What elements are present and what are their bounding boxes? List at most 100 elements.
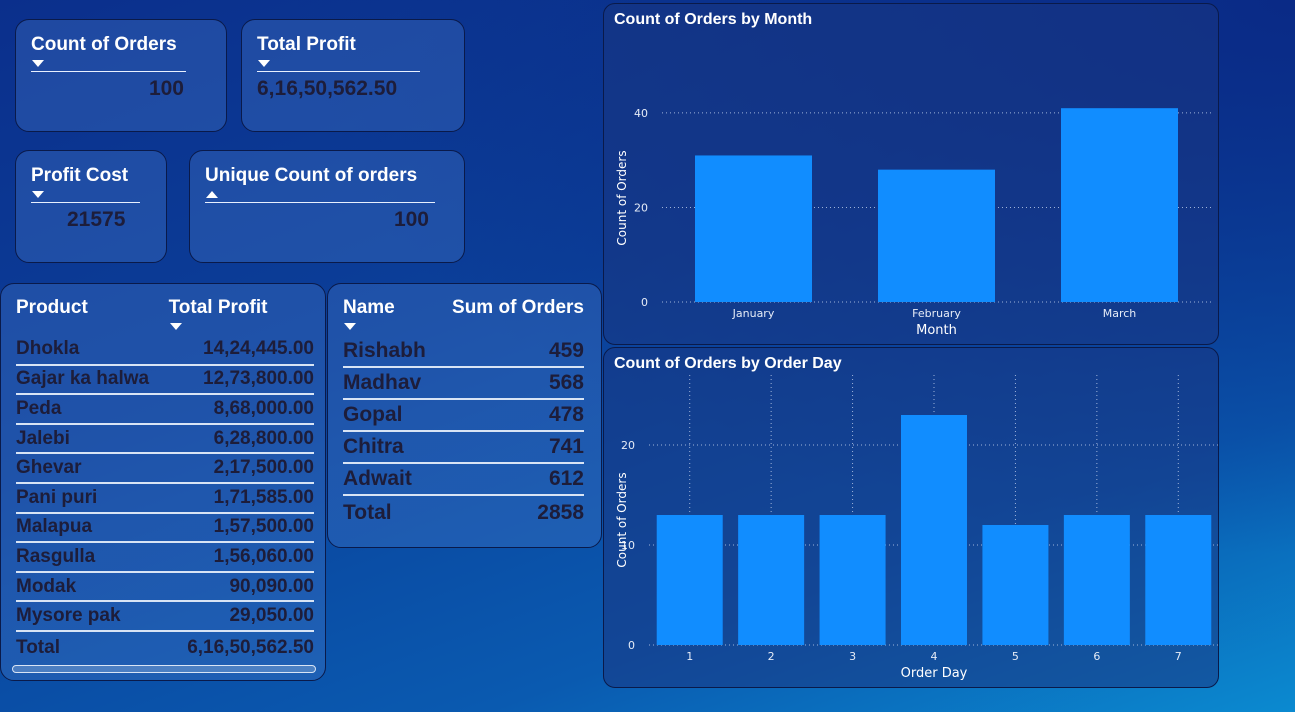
x-tick-label: 1: [686, 650, 693, 663]
table-row[interactable]: Jalebi 6,28,800.00: [16, 423, 314, 455]
kpi-value: 6,16,50,562.50: [257, 77, 398, 100]
table-row[interactable]: Dhokla 14,24,445.00: [16, 335, 314, 366]
y-axis-label: Count of Orders: [615, 150, 629, 245]
product-profit-table[interactable]: Product Total Profit Dhokla 14,24,445.00 G…: [0, 283, 326, 681]
kpi-profit-cost-card[interactable]: Profit Cost 21575: [15, 150, 167, 263]
profit-cell: 12,73,800.00: [168, 364, 314, 396]
bar[interactable]: [695, 155, 812, 302]
y-tick-label: 40: [634, 107, 648, 120]
table-total-row: Total 6,16,50,562.50: [16, 631, 314, 664]
chart-title: Count of Orders by Month: [614, 11, 813, 28]
divider: [31, 71, 186, 72]
total-value: 2858: [537, 501, 584, 524]
table-row[interactable]: Malapua 1,57,500.00: [16, 512, 314, 544]
product-cell: Modak: [16, 571, 169, 603]
table-row[interactable]: Adwait 612: [343, 463, 584, 496]
table-row[interactable]: Gajar ka halwa 12,73,800.00: [16, 364, 314, 396]
table-row[interactable]: Rishabh 459: [343, 335, 584, 368]
total-label: Total: [343, 501, 392, 524]
kpi-title: Unique Count of orders: [205, 165, 418, 186]
kpi-total-profit-card[interactable]: Total Profit 6,16,50,562.50: [241, 19, 465, 132]
kpi-unique-count-card[interactable]: Unique Count of orders 100: [189, 150, 465, 263]
column-header-product[interactable]: Product: [16, 297, 88, 318]
kpi-count-of-orders-card[interactable]: Count of Orders 100: [15, 19, 227, 132]
table-row[interactable]: Rasgulla 1,56,060.00: [16, 542, 314, 573]
bar[interactable]: [982, 525, 1049, 645]
chart-orders-by-month[interactable]: Count of Orders by Month 0 20 40 January Feb…: [603, 3, 1219, 345]
table-total-row: Total 2858: [343, 495, 584, 530]
x-axis-label: Order Day: [901, 666, 968, 681]
product-cell: Gajar ka halwa: [16, 364, 169, 396]
name-cell: Rishabh: [343, 335, 436, 368]
orders-cell: 612: [435, 463, 584, 496]
x-tick-label: 7: [1175, 650, 1182, 663]
kpi-title: Total Profit: [257, 34, 356, 55]
x-tick-label: 4: [931, 650, 938, 663]
column-header-label: Name: [343, 297, 395, 318]
name-cell: Chitra: [343, 431, 436, 464]
column-header-sum-of-orders[interactable]: Sum of Orders: [452, 297, 584, 318]
y-tick-label: 0: [628, 639, 635, 652]
orders-cell: 568: [435, 367, 584, 400]
name-orders-table[interactable]: Name Sum of Orders Rishabh 459 Madhav 568 Go…: [327, 283, 602, 548]
bar[interactable]: [878, 169, 995, 302]
horizontal-scrollbar[interactable]: [12, 665, 316, 673]
kpi-title: Count of Orders: [31, 34, 177, 55]
bar[interactable]: [738, 515, 805, 645]
bar-chart[interactable]: 0 20 40 January February March Month Count of O…: [604, 4, 1220, 346]
y-tick-label: 10: [621, 539, 635, 552]
x-tick-label: January: [732, 307, 775, 320]
sort-descending-icon[interactable]: [32, 191, 44, 198]
kpi-title: Profit Cost: [31, 165, 129, 186]
product-cell: Mysore pak: [16, 601, 169, 632]
profit-cell: 1,57,500.00: [168, 512, 314, 544]
table-row[interactable]: Mysore pak 29,050.00: [16, 601, 314, 632]
sort-descending-icon[interactable]: [258, 60, 270, 67]
x-axis-label: Month: [916, 323, 957, 338]
total-label: Total: [16, 636, 60, 658]
orders-cell: 478: [435, 399, 584, 432]
table-row[interactable]: Modak 90,090.00: [16, 571, 314, 603]
product-cell: Malapua: [16, 512, 169, 544]
divider: [205, 202, 435, 203]
total-value: 6,16,50,562.50: [187, 636, 314, 658]
bar[interactable]: [901, 415, 967, 645]
table-row[interactable]: Chitra 741: [343, 431, 584, 464]
y-tick-label: 20: [634, 201, 648, 214]
name-cell: Adwait: [343, 463, 436, 496]
column-header-total-profit[interactable]: Total Profit: [169, 297, 314, 335]
table-row[interactable]: Madhav 568: [343, 367, 584, 400]
chart-title: Count of Orders by Order Day: [614, 355, 842, 372]
y-tick-label: 20: [621, 439, 635, 452]
table-row[interactable]: Peda 8,68,000.00: [16, 394, 314, 425]
y-tick-label: 0: [641, 296, 648, 309]
x-tick-label: 5: [1012, 650, 1019, 663]
bar[interactable]: [1145, 515, 1212, 645]
sort-descending-icon[interactable]: [32, 60, 44, 67]
bar[interactable]: [819, 515, 886, 645]
chart-orders-by-order-day[interactable]: Count of Orders by Order Day 0 10 20 1 2 3 4 5 6…: [603, 347, 1219, 688]
profit-cell: 1,71,585.00: [168, 482, 314, 514]
bar[interactable]: [656, 515, 723, 645]
sort-ascending-icon[interactable]: [206, 191, 218, 198]
bar[interactable]: [1063, 515, 1130, 645]
table-row[interactable]: Ghevar 2,17,500.00: [16, 453, 314, 484]
product-cell: Ghevar: [16, 453, 169, 484]
x-tick-label: February: [912, 307, 961, 320]
divider: [257, 71, 420, 72]
profit-cell: 29,050.00: [168, 601, 314, 632]
column-header-label: Total Profit: [168, 297, 268, 318]
bar[interactable]: [1061, 108, 1178, 302]
product-cell: Rasgulla: [16, 542, 169, 573]
profit-cell: 2,17,500.00: [168, 453, 314, 484]
table-row[interactable]: Gopal 478: [343, 399, 584, 432]
table-row[interactable]: Pani puri 1,71,585.00: [16, 482, 314, 514]
profit-cell: 14,24,445.00: [168, 335, 314, 366]
product-cell: Peda: [16, 394, 169, 425]
divider: [31, 202, 140, 203]
profit-cell: 90,090.00: [168, 571, 314, 603]
column-header-name[interactable]: Name: [343, 297, 436, 335]
bar-chart[interactable]: 0 10 20 1 2 3 4 5 6 7 Order Day Count of Orders: [604, 348, 1220, 689]
x-tick-label: 3: [849, 650, 856, 663]
sort-descending-icon: [169, 323, 182, 330]
